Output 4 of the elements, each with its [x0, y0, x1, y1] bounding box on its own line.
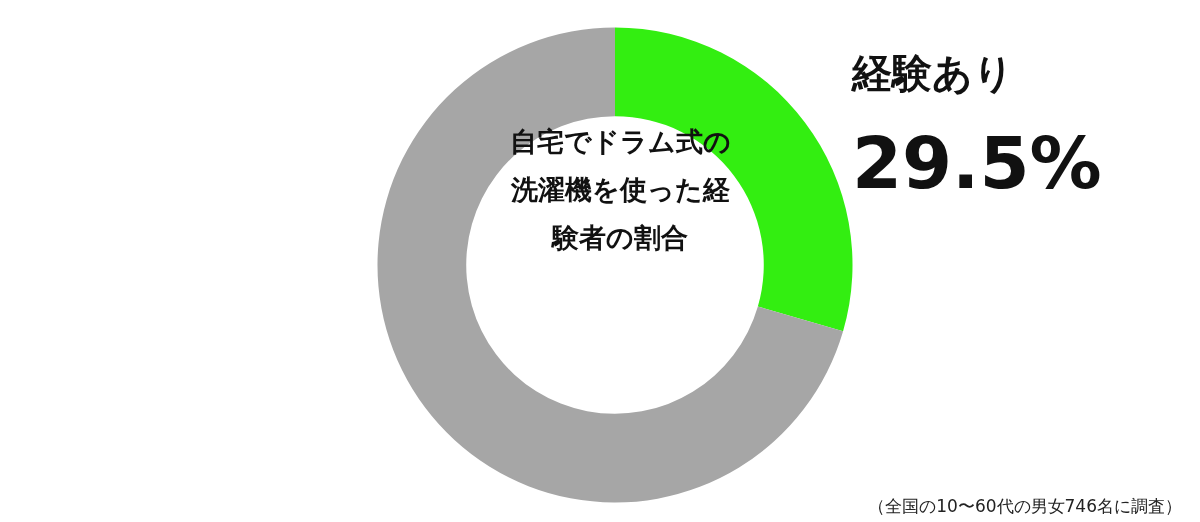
data-label: 29.5% [851, 121, 1102, 206]
text: （全国の10〜60代の男女746名に調査） [868, 495, 1183, 516]
text: 自宅でドラム式の洗濯機を使った経験者の割合 [509, 125, 731, 253]
slice-label: 経験あり [850, 50, 1014, 97]
